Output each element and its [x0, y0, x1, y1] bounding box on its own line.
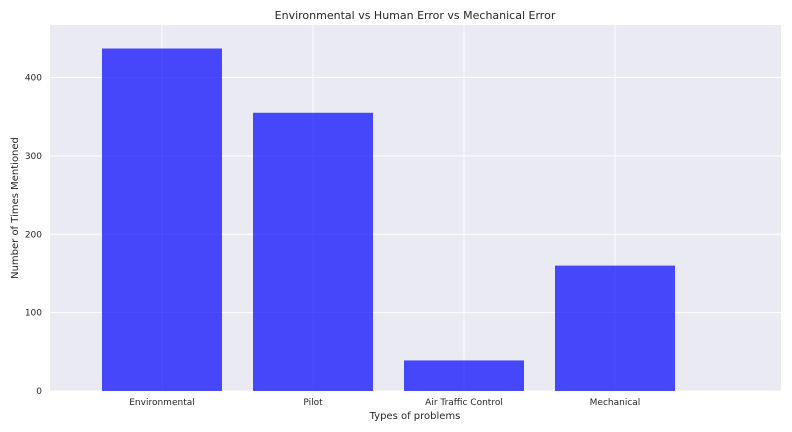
bar-mechanical	[555, 265, 675, 391]
bar-air-traffic-control	[404, 360, 524, 391]
bar-series	[102, 48, 675, 391]
x-tick-label: Air Traffic Control	[425, 398, 503, 408]
x-axis-ticks: Environmental Pilot Air Traffic Control Mec…	[129, 398, 640, 408]
y-tick-label: 400	[25, 74, 42, 84]
chart-title: Environmental vs Human Error vs Mechanic…	[275, 9, 556, 22]
x-tick-label: Environmental	[129, 398, 194, 408]
y-tick-label: 200	[25, 230, 42, 240]
y-tick-label: 300	[25, 152, 42, 162]
y-tick-label: 100	[25, 309, 42, 319]
x-tick-label: Mechanical	[590, 398, 641, 408]
bar-environmental	[102, 48, 222, 391]
x-tick-label: Pilot	[303, 398, 323, 408]
y-axis-ticks: 0 100 200 300 400	[25, 74, 42, 397]
x-axis-label: Types of problems	[369, 411, 461, 422]
y-axis-label: Number of Times Mentioned	[10, 137, 21, 279]
y-tick-label: 0	[36, 387, 42, 397]
bar-pilot	[253, 112, 373, 391]
